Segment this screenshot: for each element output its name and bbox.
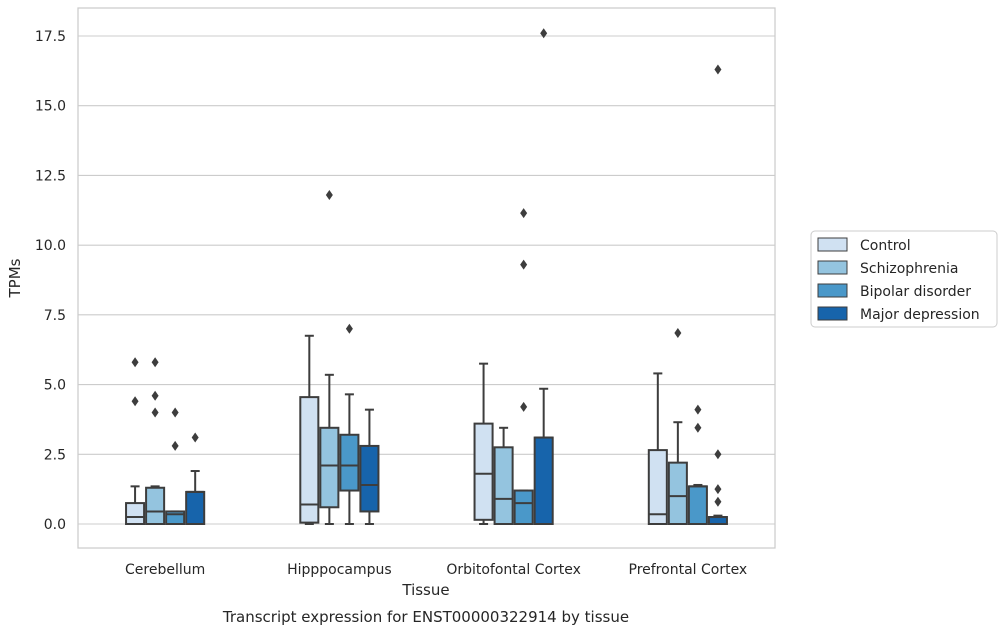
legend-swatch <box>817 260 848 275</box>
outlier-marker <box>191 432 199 443</box>
plot-frame <box>77 7 776 549</box>
boxes-layer <box>125 28 728 526</box>
y-tick-label: 15.0 <box>35 99 66 115</box>
legend: Control Schizophrenia Bipolar disorder Majo… <box>810 230 998 328</box>
y-tick-label: 12.5 <box>35 168 66 184</box>
box-group <box>687 404 708 525</box>
outlier-marker <box>714 484 722 495</box>
outlier-marker <box>714 449 722 460</box>
x-tick-label: Orbitofontal Cortex <box>446 562 581 578</box>
y-tick-label: 10.0 <box>35 238 66 254</box>
box-group <box>533 28 554 526</box>
outlier-marker <box>151 407 159 418</box>
y-axis: 0.0 2.5 5.0 7.5 10.0 12.5 15.0 17.5 <box>35 29 66 533</box>
box <box>125 502 146 526</box>
box-group <box>473 362 494 525</box>
box <box>339 433 360 492</box>
box <box>707 516 728 525</box>
outlier-marker <box>131 396 139 407</box>
chart-caption: Transcript expression for ENST0000032291… <box>222 608 629 626</box>
box <box>513 489 534 525</box>
box <box>319 426 340 509</box>
outlier-marker <box>325 189 333 200</box>
y-axis-label: TPMs <box>6 258 24 298</box>
box <box>473 422 494 521</box>
box-group <box>145 357 166 525</box>
box <box>359 444 380 513</box>
outlier-marker <box>151 390 159 401</box>
y-tick-label: 7.5 <box>44 308 66 324</box>
box-group <box>339 323 360 525</box>
box <box>145 486 166 525</box>
outlier-marker <box>694 404 702 415</box>
outlier-marker <box>520 259 528 270</box>
y-tick-label: 0.0 <box>44 517 66 533</box>
outlier-marker <box>151 357 159 368</box>
legend-swatch <box>817 237 848 252</box>
box-group <box>493 426 514 526</box>
legend-swatch <box>817 283 848 298</box>
box-group <box>319 189 340 525</box>
x-tick-label: Prefrontal Cortex <box>629 562 748 578</box>
y-tick-label: 5.0 <box>44 378 66 394</box>
outlier-marker <box>694 422 702 433</box>
outlier-marker <box>171 440 179 451</box>
legend-label: Control <box>860 238 911 254</box>
legend-label: Major depression <box>860 307 980 323</box>
legend-frame <box>810 230 998 328</box>
legend-swatch <box>817 306 848 321</box>
box-group <box>707 64 728 525</box>
legend-label: Bipolar disorder <box>860 284 971 300</box>
x-axis: Cerebellum Hipppocampus Orbitofontal Corte… <box>125 562 747 578</box>
outlier-marker <box>131 357 139 368</box>
outlier-marker <box>714 496 722 507</box>
box-group <box>125 357 146 526</box>
box <box>667 461 688 525</box>
x-axis-label: Tissue <box>401 581 449 599</box>
box-group <box>513 208 534 525</box>
box <box>185 490 206 525</box>
box-group <box>185 432 206 525</box>
box <box>687 485 708 525</box>
box <box>493 446 514 526</box>
box-group <box>667 327 688 525</box>
legend-label: Schizophrenia <box>860 261 958 277</box>
outlier-marker <box>520 401 528 412</box>
y-tick-label: 2.5 <box>44 447 66 463</box>
box-group <box>647 372 668 525</box>
box <box>647 449 668 525</box>
box-group <box>165 407 186 525</box>
box-group <box>299 334 320 525</box>
box <box>299 396 320 524</box>
outlier-marker <box>674 327 682 338</box>
box-group <box>359 408 380 525</box>
x-tick-label: Cerebellum <box>125 562 205 578</box>
outlier-marker <box>345 323 353 334</box>
outlier-marker <box>171 407 179 418</box>
x-tick-label: Hipppocampus <box>287 562 392 578</box>
outlier-marker <box>540 28 548 39</box>
gridlines <box>78 35 775 525</box>
y-tick-label: 17.5 <box>35 29 66 45</box>
outlier-marker <box>520 208 528 219</box>
outlier-marker <box>714 64 722 75</box>
box <box>533 436 554 526</box>
